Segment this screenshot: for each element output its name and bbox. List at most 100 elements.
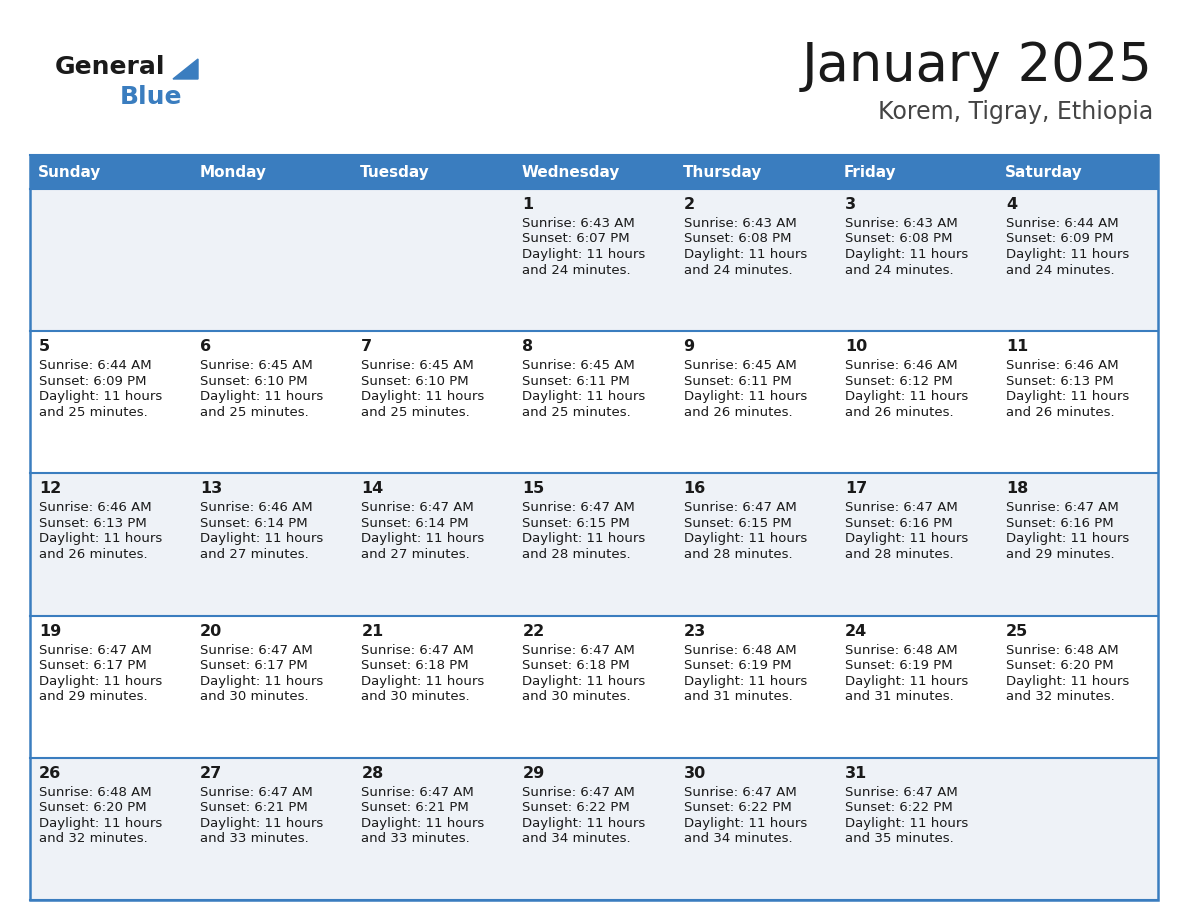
Text: 13: 13 xyxy=(200,481,222,497)
Text: Sunrise: 6:47 AM: Sunrise: 6:47 AM xyxy=(523,644,636,656)
Text: 9: 9 xyxy=(683,339,695,354)
Text: and 28 minutes.: and 28 minutes. xyxy=(845,548,953,561)
Text: 18: 18 xyxy=(1006,481,1028,497)
Text: 31: 31 xyxy=(845,766,867,781)
Bar xyxy=(353,189,513,331)
Text: Sunrise: 6:47 AM: Sunrise: 6:47 AM xyxy=(845,501,958,514)
Text: Sunrise: 6:47 AM: Sunrise: 6:47 AM xyxy=(361,501,474,514)
Bar xyxy=(997,189,1158,331)
Bar xyxy=(997,616,1158,757)
Text: and 24 minutes.: and 24 minutes. xyxy=(523,263,631,276)
Text: and 33 minutes.: and 33 minutes. xyxy=(361,833,470,845)
Text: and 26 minutes.: and 26 minutes. xyxy=(845,406,953,419)
Text: Sunrise: 6:47 AM: Sunrise: 6:47 AM xyxy=(200,786,312,799)
Bar xyxy=(513,189,675,331)
Bar xyxy=(835,189,997,331)
Text: 30: 30 xyxy=(683,766,706,781)
Text: 23: 23 xyxy=(683,623,706,639)
Text: and 29 minutes.: and 29 minutes. xyxy=(39,690,147,703)
Text: Daylight: 11 hours: Daylight: 11 hours xyxy=(200,675,323,688)
Text: Sunset: 6:21 PM: Sunset: 6:21 PM xyxy=(200,801,308,814)
Text: 10: 10 xyxy=(845,339,867,354)
Text: 8: 8 xyxy=(523,339,533,354)
Bar xyxy=(835,155,997,189)
Bar xyxy=(353,155,513,189)
Text: Sunset: 6:22 PM: Sunset: 6:22 PM xyxy=(683,801,791,814)
Text: Sunset: 6:14 PM: Sunset: 6:14 PM xyxy=(200,517,308,530)
Bar xyxy=(513,757,675,900)
Text: Daylight: 11 hours: Daylight: 11 hours xyxy=(523,532,646,545)
Bar xyxy=(30,155,1158,900)
Text: Sunset: 6:14 PM: Sunset: 6:14 PM xyxy=(361,517,469,530)
Text: January 2025: January 2025 xyxy=(802,40,1154,92)
Text: and 32 minutes.: and 32 minutes. xyxy=(1006,690,1114,703)
Text: Sunset: 6:16 PM: Sunset: 6:16 PM xyxy=(1006,517,1113,530)
Text: Daylight: 11 hours: Daylight: 11 hours xyxy=(845,675,968,688)
Bar xyxy=(513,616,675,757)
Text: Daylight: 11 hours: Daylight: 11 hours xyxy=(200,817,323,830)
Text: Daylight: 11 hours: Daylight: 11 hours xyxy=(200,532,323,545)
Bar xyxy=(997,331,1158,474)
Text: 20: 20 xyxy=(200,623,222,639)
Text: Sunset: 6:19 PM: Sunset: 6:19 PM xyxy=(683,659,791,672)
Text: Wednesday: Wednesday xyxy=(522,164,620,180)
Text: Sunrise: 6:48 AM: Sunrise: 6:48 AM xyxy=(683,644,796,656)
Text: Sunday: Sunday xyxy=(38,164,101,180)
Text: and 33 minutes.: and 33 minutes. xyxy=(200,833,309,845)
Text: and 34 minutes.: and 34 minutes. xyxy=(683,833,792,845)
Text: Sunset: 6:12 PM: Sunset: 6:12 PM xyxy=(845,375,953,387)
Text: and 31 minutes.: and 31 minutes. xyxy=(683,690,792,703)
Text: Sunrise: 6:47 AM: Sunrise: 6:47 AM xyxy=(523,786,636,799)
Bar xyxy=(191,616,353,757)
Text: and 26 minutes.: and 26 minutes. xyxy=(39,548,147,561)
Text: Sunrise: 6:45 AM: Sunrise: 6:45 AM xyxy=(523,359,636,372)
Bar xyxy=(30,331,191,474)
Text: Daylight: 11 hours: Daylight: 11 hours xyxy=(1006,390,1129,403)
Text: Daylight: 11 hours: Daylight: 11 hours xyxy=(683,817,807,830)
Text: Sunset: 6:10 PM: Sunset: 6:10 PM xyxy=(200,375,308,387)
Text: Sunset: 6:20 PM: Sunset: 6:20 PM xyxy=(1006,659,1113,672)
Bar xyxy=(675,616,835,757)
Text: Daylight: 11 hours: Daylight: 11 hours xyxy=(361,532,485,545)
Text: 4: 4 xyxy=(1006,197,1017,212)
Text: and 27 minutes.: and 27 minutes. xyxy=(200,548,309,561)
Bar xyxy=(675,189,835,331)
Bar xyxy=(997,155,1158,189)
Text: 16: 16 xyxy=(683,481,706,497)
Text: Sunrise: 6:45 AM: Sunrise: 6:45 AM xyxy=(200,359,312,372)
Text: Sunset: 6:10 PM: Sunset: 6:10 PM xyxy=(361,375,469,387)
Text: Sunrise: 6:45 AM: Sunrise: 6:45 AM xyxy=(683,359,796,372)
Text: and 30 minutes.: and 30 minutes. xyxy=(523,690,631,703)
Text: Sunset: 6:15 PM: Sunset: 6:15 PM xyxy=(683,517,791,530)
Text: Daylight: 11 hours: Daylight: 11 hours xyxy=(683,248,807,261)
Bar xyxy=(513,155,675,189)
Text: and 30 minutes.: and 30 minutes. xyxy=(200,690,309,703)
Text: Blue: Blue xyxy=(120,85,183,109)
Text: Daylight: 11 hours: Daylight: 11 hours xyxy=(361,390,485,403)
Text: Monday: Monday xyxy=(200,164,266,180)
Text: Daylight: 11 hours: Daylight: 11 hours xyxy=(845,817,968,830)
Text: and 28 minutes.: and 28 minutes. xyxy=(523,548,631,561)
Text: 25: 25 xyxy=(1006,623,1028,639)
Text: Sunrise: 6:47 AM: Sunrise: 6:47 AM xyxy=(361,786,474,799)
Text: 17: 17 xyxy=(845,481,867,497)
Text: and 28 minutes.: and 28 minutes. xyxy=(683,548,792,561)
Text: 21: 21 xyxy=(361,623,384,639)
Bar xyxy=(675,474,835,616)
Text: 28: 28 xyxy=(361,766,384,781)
Text: Tuesday: Tuesday xyxy=(360,164,430,180)
Bar xyxy=(191,474,353,616)
Bar xyxy=(835,757,997,900)
Text: Sunset: 6:17 PM: Sunset: 6:17 PM xyxy=(39,659,147,672)
Bar xyxy=(353,474,513,616)
Text: and 29 minutes.: and 29 minutes. xyxy=(1006,548,1114,561)
Text: Sunset: 6:18 PM: Sunset: 6:18 PM xyxy=(361,659,469,672)
Text: and 25 minutes.: and 25 minutes. xyxy=(361,406,470,419)
Text: Sunrise: 6:47 AM: Sunrise: 6:47 AM xyxy=(361,644,474,656)
Bar xyxy=(30,155,191,189)
Text: Daylight: 11 hours: Daylight: 11 hours xyxy=(845,390,968,403)
Text: 24: 24 xyxy=(845,623,867,639)
Text: Sunset: 6:18 PM: Sunset: 6:18 PM xyxy=(523,659,630,672)
Text: Sunset: 6:09 PM: Sunset: 6:09 PM xyxy=(39,375,146,387)
Bar xyxy=(675,331,835,474)
